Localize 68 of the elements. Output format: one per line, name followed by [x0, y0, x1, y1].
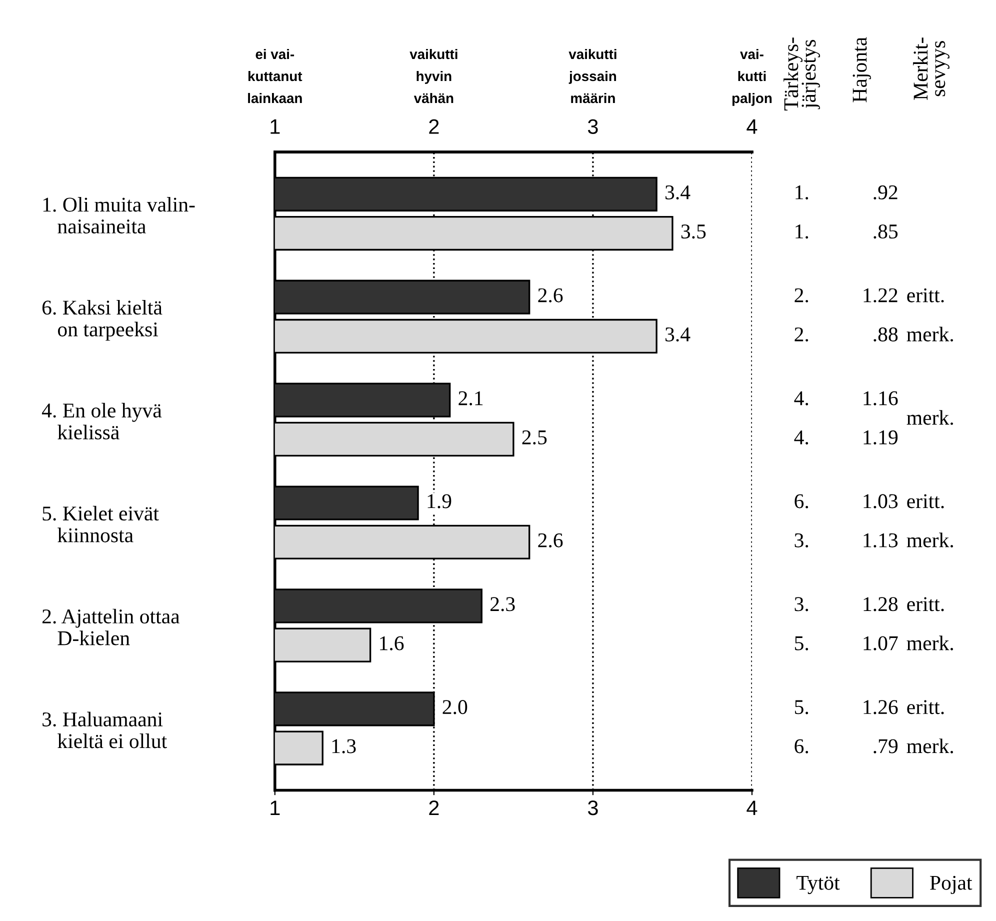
x2-tick-label: 3: [588, 119, 598, 134]
y-tick-label: 3. Haluamaani kieltä ei ollut: [42, 712, 167, 748]
data-label: 3.5: [681, 224, 706, 239]
text: 3.: [794, 597, 808, 612]
text: vaikutti hyvin vähän: [410, 48, 458, 104]
text: 1.22: [864, 288, 898, 302]
data-label: 1.9: [428, 494, 452, 508]
y-tick-label: 2. Ajattelin ottaa D-kielen: [42, 608, 180, 646]
legend-label: Pojat: [930, 876, 972, 894]
text: 6.: [794, 739, 808, 754]
x2-tick-label: 2: [429, 119, 439, 134]
y-tick-label: 5. Kielet eivät kiinnosta: [42, 506, 159, 542]
data-label: 1.6: [380, 636, 404, 650]
data-label: 3.4: [666, 185, 690, 200]
data-label: 2.0: [442, 700, 468, 714]
y-tick-label: 4. En ole hyvä kielissä: [42, 402, 162, 440]
text: merk.: [906, 326, 953, 342]
text: eritt.: [907, 288, 944, 302]
y-tick-label: 6. Kaksi kieltä on tarpeeksi: [42, 300, 162, 341]
data-label: 2.3: [490, 597, 515, 612]
text: 1.: [796, 185, 808, 200]
text: 4.: [794, 391, 808, 406]
text: 1.07: [864, 636, 898, 650]
text: 5.: [795, 700, 808, 714]
text: Hajonta: [852, 37, 871, 102]
data-label: 2.5: [522, 430, 547, 444]
text: .85: [874, 224, 898, 239]
data-label: 2.6: [538, 533, 563, 548]
data-label: 2.6: [538, 288, 563, 302]
text: 1.26: [864, 700, 898, 714]
legend-label: Tytöt: [796, 876, 840, 894]
text: .79: [874, 739, 898, 754]
text: 1.19: [864, 430, 898, 444]
x2-tick-label: 4: [746, 119, 758, 134]
data-label: 1.3: [332, 739, 356, 754]
text: 2.: [794, 288, 808, 302]
text: 4.: [794, 430, 808, 444]
text: eritt.: [907, 700, 944, 714]
text: eritt.: [907, 597, 944, 612]
data-label: 3.4: [666, 327, 690, 342]
text: 1.: [796, 224, 808, 239]
text: 6.: [794, 494, 808, 508]
text: Merkit- sevyys: [913, 38, 950, 100]
text: 2.: [794, 327, 808, 342]
x-tick-label: 2: [429, 800, 439, 816]
text: 1.28: [864, 597, 898, 612]
text: ei vai- kuttanut lainkaan: [248, 48, 302, 104]
x-tick-label: 3: [588, 800, 598, 816]
text: vai- kutti paljon: [732, 48, 772, 106]
text: vaikutti jossain määrin: [568, 48, 616, 104]
text: merk.: [906, 410, 953, 425]
x2-tick-label: 1: [270, 119, 280, 134]
data-label: 2.1: [458, 391, 483, 406]
text: Tärkeys- järjestys: [784, 38, 820, 110]
text: 3.: [794, 533, 808, 548]
text: merk.: [906, 738, 953, 754]
text: 5.: [795, 636, 808, 650]
text: eritt.: [907, 494, 944, 508]
x-tick-label: 1: [270, 800, 280, 816]
text: merk.: [906, 636, 953, 650]
text: .92: [874, 185, 898, 200]
text: .88: [874, 327, 898, 342]
text: 1.16: [864, 391, 898, 406]
text: 1.13: [864, 533, 898, 548]
text: merk.: [906, 532, 953, 548]
text: 1.03: [864, 494, 898, 508]
x-tick-label: 4: [746, 800, 758, 816]
y-tick-label: 1. Oli muita valin- naisaineita: [43, 197, 195, 234]
